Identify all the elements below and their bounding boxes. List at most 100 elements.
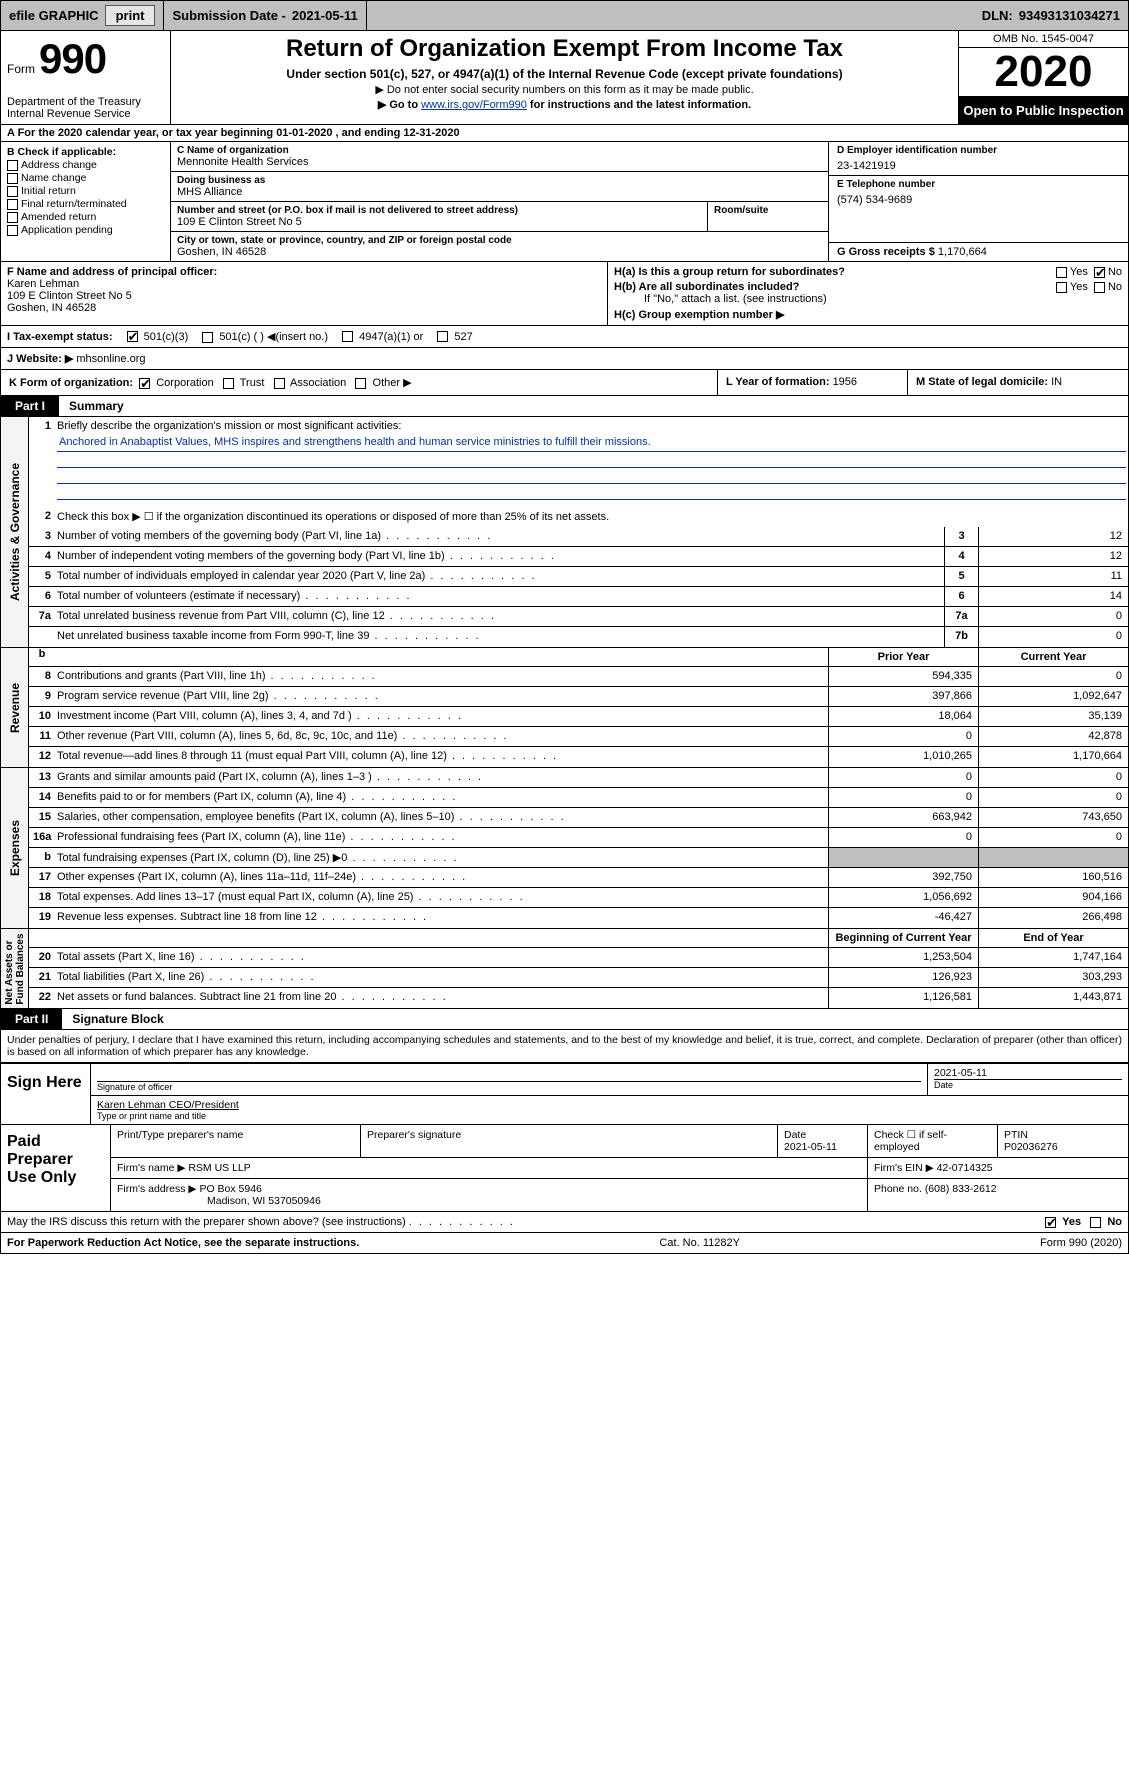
section-netassets: Net Assets orFund Balances Beginning of … bbox=[0, 929, 1129, 1009]
submission-date-cell: Submission Date - 2021-05-11 bbox=[164, 1, 366, 30]
sign-here-block: Sign Here Signature of officer 2021-05-1… bbox=[0, 1063, 1129, 1125]
table-row: 9Program service revenue (Part VIII, lin… bbox=[29, 687, 1128, 707]
discuss-row: May the IRS discuss this return with the… bbox=[0, 1212, 1129, 1233]
table-row: 11Other revenue (Part VIII, column (A), … bbox=[29, 727, 1128, 747]
section-governance: Activities & Governance 1 Briefly descri… bbox=[0, 417, 1129, 648]
chk-initial-return[interactable]: Initial return bbox=[7, 185, 164, 197]
note-ssn: ▶ Do not enter social security numbers o… bbox=[181, 83, 948, 96]
open-inspection-badge: Open to Public Inspection bbox=[959, 97, 1128, 124]
chk-name-change[interactable]: Name change bbox=[7, 172, 164, 184]
h-c: H(c) Group exemption number ▶ bbox=[614, 308, 1122, 321]
website-value: mhsonline.org bbox=[76, 353, 145, 365]
firm-ein: 42-0714325 bbox=[937, 1162, 993, 1174]
h-b: H(b) Are all subordinates included? Yes … bbox=[614, 281, 1122, 293]
chk-amended-return[interactable]: Amended return bbox=[7, 211, 164, 223]
table-row: bTotal fundraising expenses (Part IX, co… bbox=[29, 848, 1128, 868]
table-row: 6Total number of volunteers (estimate if… bbox=[29, 587, 1128, 607]
side-label-netassets: Net Assets orFund Balances bbox=[4, 933, 26, 1004]
top-toolbar: efile GRAPHIC print Submission Date - 20… bbox=[0, 0, 1129, 31]
table-row: 12Total revenue—add lines 8 through 11 (… bbox=[29, 747, 1128, 767]
table-row: 17Other expenses (Part IX, column (A), l… bbox=[29, 868, 1128, 888]
tax-year: 2020 bbox=[959, 48, 1128, 97]
dln-cell: DLN: 93493131034271 bbox=[974, 1, 1128, 30]
department-label: Department of the Treasury Internal Reve… bbox=[7, 96, 164, 120]
table-row: 15Salaries, other compensation, employee… bbox=[29, 808, 1128, 828]
state-domicile: IN bbox=[1051, 376, 1062, 388]
chk-other[interactable] bbox=[355, 378, 366, 389]
sign-date: 2021-05-11 bbox=[934, 1067, 1122, 1079]
chk-application-pending[interactable]: Application pending bbox=[7, 224, 164, 236]
chk-4947[interactable] bbox=[342, 331, 353, 342]
box-b: B Check if applicable: Address change Na… bbox=[1, 142, 171, 261]
chk-discuss-no[interactable] bbox=[1090, 1217, 1101, 1228]
section-expenses: Expenses 13Grants and similar amounts pa… bbox=[0, 768, 1129, 929]
table-row: 3Number of voting members of the governi… bbox=[29, 527, 1128, 547]
phone-value: (574) 534-9689 bbox=[837, 194, 1120, 206]
table-row: 7aTotal unrelated business revenue from … bbox=[29, 607, 1128, 627]
gross-receipts: 1,170,664 bbox=[938, 246, 987, 258]
chk-association[interactable] bbox=[274, 378, 285, 389]
part1-header: Part I Summary bbox=[0, 396, 1129, 417]
chk-discuss-yes[interactable] bbox=[1045, 1217, 1056, 1228]
table-row: 18Total expenses. Add lines 13–17 (must … bbox=[29, 888, 1128, 908]
preparer-phone: (608) 833-2612 bbox=[925, 1183, 997, 1195]
page-footer: For Paperwork Reduction Act Notice, see … bbox=[0, 1233, 1129, 1254]
chk-501c3[interactable] bbox=[127, 331, 138, 342]
table-row: 13Grants and similar amounts paid (Part … bbox=[29, 768, 1128, 788]
section-revenue: Revenue b Prior Year Current Year 8Contr… bbox=[0, 648, 1129, 768]
row-klm: K Form of organization: Corporation Trus… bbox=[0, 370, 1129, 396]
table-row: 16aProfessional fundraising fees (Part I… bbox=[29, 828, 1128, 848]
efile-label: efile GRAPHIC print bbox=[1, 1, 164, 30]
h-a: H(a) Is this a group return for subordin… bbox=[614, 266, 1122, 278]
form-subtitle: Under section 501(c), 527, or 4947(a)(1)… bbox=[181, 67, 948, 81]
row-j-website: J Website: ▶ mhsonline.org bbox=[0, 348, 1129, 370]
perjury-statement: Under penalties of perjury, I declare th… bbox=[0, 1030, 1129, 1063]
side-label-revenue: Revenue bbox=[8, 682, 22, 732]
table-row: 4Number of independent voting members of… bbox=[29, 547, 1128, 567]
row-a-tax-year: A For the 2020 calendar year, or tax yea… bbox=[0, 125, 1129, 142]
side-label-governance: Activities & Governance bbox=[8, 463, 22, 601]
street-address: 109 E Clinton Street No 5 bbox=[177, 216, 701, 228]
print-button[interactable]: print bbox=[105, 5, 156, 26]
form-number: Form 990 bbox=[7, 35, 164, 83]
form-title: Return of Organization Exempt From Incom… bbox=[181, 35, 948, 63]
row-i-tax-status: I Tax-exempt status: 501(c)(3) 501(c) ( … bbox=[0, 326, 1129, 348]
table-row: 8Contributions and grants (Part VIII, li… bbox=[29, 667, 1128, 687]
irs-link[interactable]: www.irs.gov/Form990 bbox=[421, 99, 527, 111]
officer-name-title: Karen Lehman CEO/President bbox=[97, 1099, 1122, 1111]
table-row: 20Total assets (Part X, line 16)1,253,50… bbox=[29, 948, 1128, 968]
part2-header: Part II Signature Block bbox=[0, 1009, 1129, 1030]
table-row: 19Revenue less expenses. Subtract line 1… bbox=[29, 908, 1128, 928]
chk-trust[interactable] bbox=[223, 378, 234, 389]
org-name: Mennonite Health Services bbox=[177, 156, 822, 168]
table-row: 22Net assets or fund balances. Subtract … bbox=[29, 988, 1128, 1008]
section-bcd: B Check if applicable: Address change Na… bbox=[0, 142, 1129, 262]
firm-name: RSM US LLP bbox=[188, 1162, 250, 1174]
table-row: 14Benefits paid to or for members (Part … bbox=[29, 788, 1128, 808]
table-row: 21Total liabilities (Part X, line 26)126… bbox=[29, 968, 1128, 988]
chk-corporation[interactable] bbox=[139, 378, 150, 389]
paid-preparer-block: Paid Preparer Use Only Print/Type prepar… bbox=[0, 1125, 1129, 1212]
year-formation: 1956 bbox=[833, 376, 857, 388]
ein-value: 23-1421919 bbox=[837, 160, 1120, 172]
chk-final-return[interactable]: Final return/terminated bbox=[7, 198, 164, 210]
table-row: 10Investment income (Part VIII, column (… bbox=[29, 707, 1128, 727]
mission-text: Anchored in Anabaptist Values, MHS inspi… bbox=[57, 436, 1126, 452]
dba-name: MHS Alliance bbox=[177, 186, 822, 198]
officer-name: Karen Lehman bbox=[7, 278, 79, 290]
omb-number: OMB No. 1545-0047 bbox=[959, 31, 1128, 48]
h-b-note: If "No," attach a list. (see instruction… bbox=[644, 293, 1122, 305]
box-c: C Name of organization Mennonite Health … bbox=[171, 142, 828, 261]
note-goto: ▶ Go to www.irs.gov/Form990 for instruct… bbox=[181, 98, 948, 111]
table-row: 5Total number of individuals employed in… bbox=[29, 567, 1128, 587]
chk-527[interactable] bbox=[437, 331, 448, 342]
box-d: D Employer identification number 23-1421… bbox=[828, 142, 1128, 261]
chk-address-change[interactable]: Address change bbox=[7, 159, 164, 171]
side-label-expenses: Expenses bbox=[8, 820, 22, 876]
ptin-value: P02036276 bbox=[1004, 1141, 1122, 1153]
table-row: Net unrelated business taxable income fr… bbox=[29, 627, 1128, 647]
row-f-h: F Name and address of principal officer:… bbox=[0, 262, 1129, 326]
form-header: Form 990 Department of the Treasury Inte… bbox=[0, 31, 1129, 125]
chk-501c[interactable] bbox=[202, 332, 213, 343]
city-state-zip: Goshen, IN 46528 bbox=[177, 246, 822, 258]
